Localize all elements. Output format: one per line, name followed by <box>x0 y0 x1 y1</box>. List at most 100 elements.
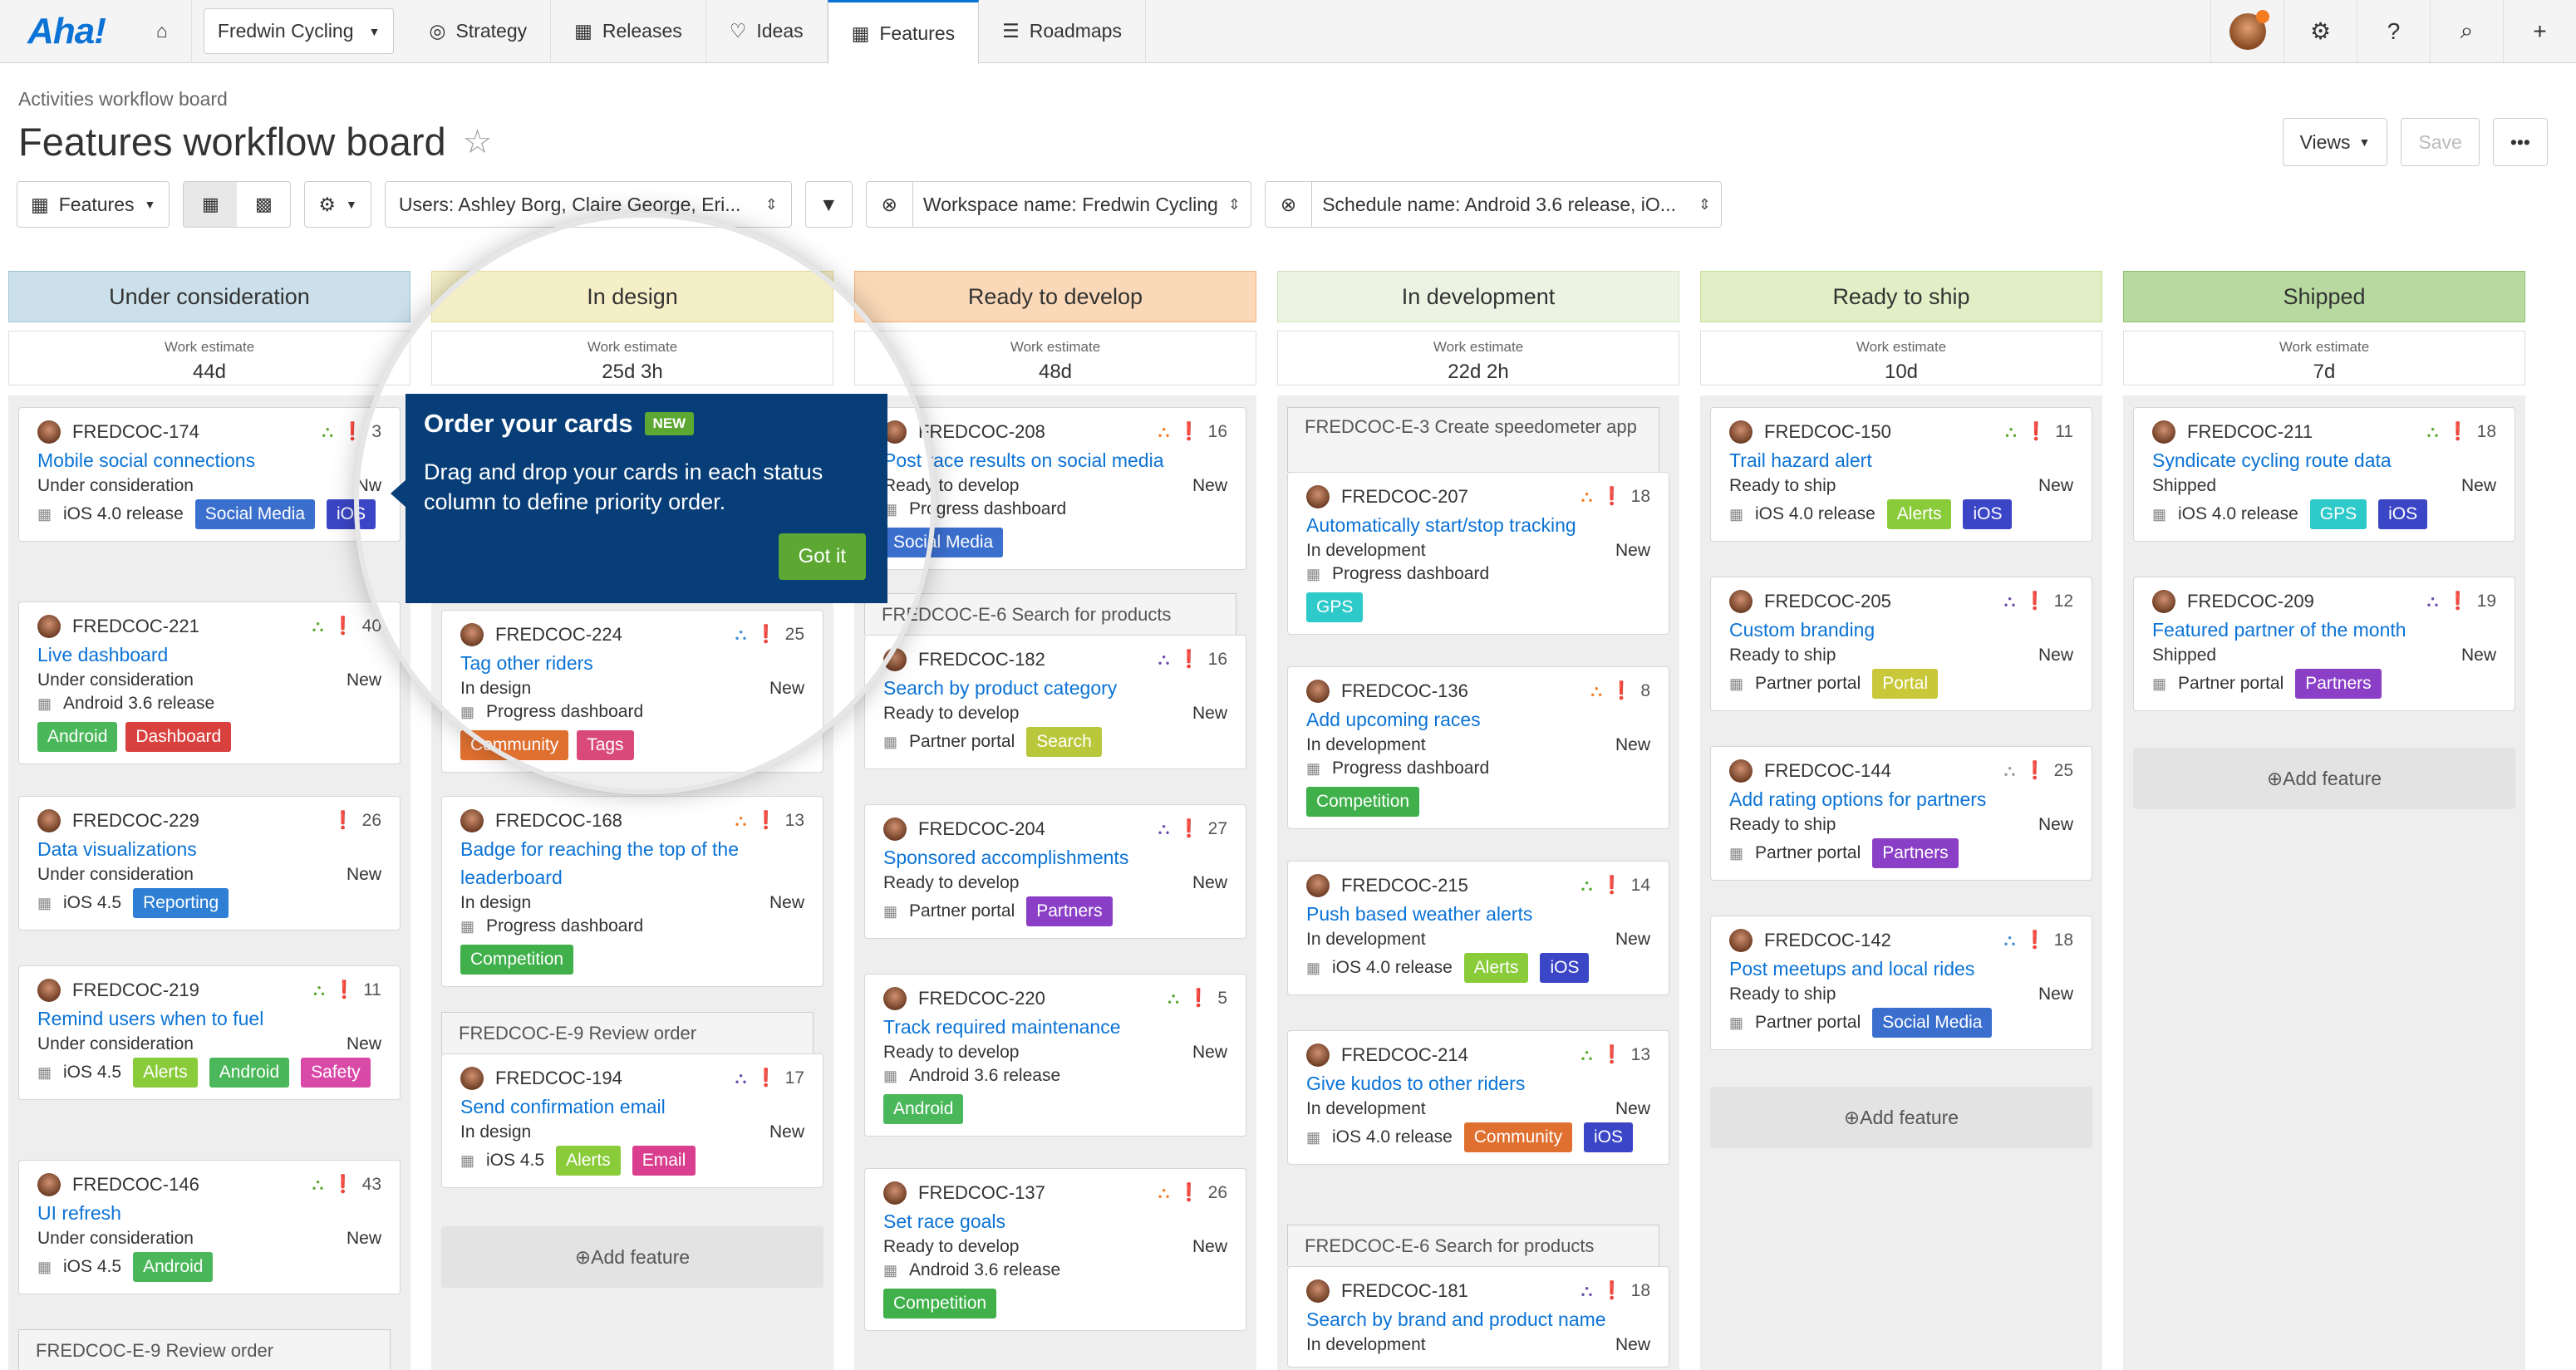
feature-id[interactable]: FREDCOC-211 <box>2187 421 2313 442</box>
add-feature-button[interactable]: ⊕ Add feature <box>441 1226 823 1288</box>
tag-alerts[interactable]: Alerts <box>1886 499 1952 529</box>
tag-android[interactable]: Android <box>37 722 118 752</box>
tag-android[interactable]: Android <box>209 1058 290 1088</box>
feature-card[interactable]: FREDCOC-229 ❗ 26 Data visualizations Under c… <box>18 796 401 931</box>
tag-alerts[interactable]: Alerts <box>556 1146 621 1176</box>
got-it-button[interactable]: Got it <box>778 533 866 580</box>
feature-title[interactable]: Data visualizations <box>37 838 197 860</box>
feature-id[interactable]: FREDCOC-168 <box>495 810 622 831</box>
feature-card[interactable]: FREDCOC-142 ⛬ ❗ 18 Post meetups and local ri… <box>1710 916 2092 1050</box>
more-button[interactable]: ••• <box>2492 118 2548 166</box>
feature-card[interactable]: FREDCOC-224 ⛬ ❗ 25 Tag other riders In design… <box>441 610 823 773</box>
feature-card[interactable]: FREDCOC-214 ⛬ ❗ 13 Give kudos to other rider… <box>1287 1030 1669 1165</box>
settings-dropdown[interactable]: ⚙ ▼ <box>304 181 371 228</box>
feature-id[interactable]: FREDCOC-137 <box>918 1182 1045 1203</box>
feature-card[interactable]: FREDCOC-168 ⛬ ❗ 13 Badge for reaching the to… <box>441 796 823 987</box>
feature-title[interactable]: Search by product category <box>883 677 1118 699</box>
feature-card[interactable]: FREDCOC-204 ⛬ ❗ 27 Sponsored accomplishments… <box>864 804 1246 939</box>
column-header[interactable]: Ready to ship <box>1700 271 2102 322</box>
feature-id[interactable]: FREDCOC-174 <box>72 421 199 442</box>
workspace-selector[interactable]: Fredwin Cycling ▼ <box>203 8 395 54</box>
feature-card[interactable]: FREDCOC-182 ⛬ ❗ 16 Search by product categor… <box>864 635 1246 769</box>
feature-id[interactable]: FREDCOC-207 <box>1341 486 1468 507</box>
filter-button[interactable]: ▼ <box>804 181 853 228</box>
add-feature-button[interactable]: ⊕ Add feature <box>1710 1087 2092 1148</box>
settings-button[interactable]: ⚙ <box>2283 0 2357 62</box>
feature-title[interactable]: Add rating options for partners <box>1729 788 1987 810</box>
remove-filter-icon[interactable]: ⊗ <box>867 182 913 227</box>
column-header[interactable]: In design <box>431 271 833 322</box>
tag-social-media[interactable]: Social Media <box>1872 1008 1993 1038</box>
views-button[interactable]: Views ▼ <box>2282 118 2388 166</box>
feature-title[interactable]: Search by brand and product name <box>1306 1309 1606 1330</box>
search-button[interactable]: ⌕ <box>2430 0 2503 62</box>
grid-view-icon[interactable]: ▩ <box>254 194 273 214</box>
feature-title[interactable]: Featured partner of the month <box>2152 619 2406 641</box>
add-button[interactable]: + <box>2503 0 2576 62</box>
nav-features[interactable]: ▦ Features <box>827 0 980 64</box>
feature-title[interactable]: Send confirmation email <box>460 1096 666 1117</box>
tag-portal[interactable]: Portal <box>1872 669 1939 699</box>
add-feature-button[interactable]: ⊕ Add feature <box>2133 748 2515 809</box>
feature-id[interactable]: FREDCOC-146 <box>72 1174 199 1195</box>
feature-card[interactable]: FREDCOC-207 ⛬ ❗ 18 Automatically start/stop … <box>1287 472 1669 635</box>
feature-title[interactable]: Set race goals <box>883 1210 1006 1232</box>
feature-title[interactable]: leaderboard <box>460 867 563 888</box>
feature-title[interactable]: Add upcoming races <box>1306 709 1481 730</box>
column-header[interactable]: Shipped <box>2123 271 2525 322</box>
feature-title[interactable]: Custom branding <box>1729 619 1875 641</box>
breadcrumb[interactable]: Activities workflow board <box>18 88 228 110</box>
nav-releases[interactable]: ▦ Releases <box>551 0 706 62</box>
save-button[interactable]: Save <box>2401 118 2480 166</box>
feature-title[interactable]: Automatically start/stop tracking <box>1306 514 1576 536</box>
star-icon[interactable]: ☆ <box>462 123 493 160</box>
feature-card[interactable]: FREDCOC-150 ⛬ ❗ 11 Trail hazard alert Ready t… <box>1710 407 2092 542</box>
tag-competition[interactable]: Competition <box>460 945 574 975</box>
tag-alerts[interactable]: Alerts <box>133 1058 198 1088</box>
feature-title[interactable]: Remind users when to fuel <box>37 1008 264 1029</box>
column-header[interactable]: In development <box>1277 271 1679 322</box>
tag-social-media[interactable]: Social Media <box>194 499 315 529</box>
tag-ios[interactable]: iOS <box>327 499 376 529</box>
tag-alerts[interactable]: Alerts <box>1463 953 1529 983</box>
epic-header[interactable]: FREDCOC-E-9 Review order <box>18 1329 391 1370</box>
feature-title[interactable]: Sponsored accomplishments <box>883 847 1129 868</box>
feature-card[interactable]: FREDCOC-220 ⛬ ❗ 5 Track required maintenance… <box>864 974 1246 1137</box>
feature-id[interactable]: FREDCOC-221 <box>72 616 199 636</box>
feature-title[interactable]: UI refresh <box>37 1202 121 1224</box>
tag-ios[interactable]: iOS <box>1540 953 1590 983</box>
remove-filter-icon[interactable]: ⊗ <box>1266 182 1313 227</box>
feature-title[interactable]: Tag other riders <box>460 652 593 674</box>
feature-title[interactable]: Badge for reaching the top of the <box>460 838 740 860</box>
feature-card[interactable]: FREDCOC-205 ⛬ ❗ 12 Custom branding Ready to s… <box>1710 577 2092 711</box>
feature-id[interactable]: FREDCOC-194 <box>495 1068 622 1088</box>
feature-id[interactable]: FREDCOC-142 <box>1764 930 1891 950</box>
tag-competition[interactable]: Competition <box>883 1289 997 1318</box>
feature-title[interactable]: Syndicate cycling route data <box>2152 449 2392 471</box>
feature-card[interactable]: FREDCOC-144 ⛬ ❗ 25 Add rating options for pa… <box>1710 746 2092 881</box>
feature-card[interactable]: FREDCOC-194 ⛬ ❗ 17 Send confirmation email In… <box>441 1053 823 1188</box>
feature-id[interactable]: FREDCOC-150 <box>1764 421 1891 442</box>
nav-strategy[interactable]: ◎ Strategy <box>406 0 552 62</box>
users-filter[interactable]: Users: Ashley Borg, Claire George, Eri..… <box>384 181 792 228</box>
feature-card[interactable]: FREDCOC-208 ⛬ ❗ 16 Post race results on soci… <box>864 407 1246 570</box>
tag-android[interactable]: Android <box>133 1252 214 1282</box>
feature-title[interactable]: Push based weather alerts <box>1306 903 1533 925</box>
feature-title[interactable]: Post meetups and local rides <box>1729 958 1975 980</box>
feature-id[interactable]: FREDCOC-209 <box>2187 591 2314 611</box>
feature-title[interactable]: Mobile social connections <box>37 449 256 471</box>
tag-reporting[interactable]: Reporting <box>133 888 229 918</box>
aha-logo[interactable]: Aha! <box>27 10 106 52</box>
feature-title[interactable]: Track required maintenance <box>883 1016 1121 1038</box>
feature-title[interactable]: Trail hazard alert <box>1729 449 1872 471</box>
feature-card[interactable]: FREDCOC-221 ⛬ ❗ 40 Live dashboard Under consi… <box>18 602 401 764</box>
tag-ios[interactable]: iOS <box>1583 1122 1633 1152</box>
tag-search[interactable]: Search <box>1026 727 1102 757</box>
home-button[interactable]: ⌂ <box>133 0 192 62</box>
column-header[interactable]: Under consideration <box>8 271 410 322</box>
tag-android[interactable]: Android <box>883 1094 964 1124</box>
tag-community[interactable]: Community <box>460 730 569 760</box>
feature-card[interactable]: FREDCOC-146 ⛬ ❗ 43 UI refresh Under considera… <box>18 1160 401 1294</box>
feature-id[interactable]: FREDCOC-224 <box>495 624 622 645</box>
epic-header[interactable]: FREDCOC-E-3 Create speedometer app <box>1287 407 1659 472</box>
